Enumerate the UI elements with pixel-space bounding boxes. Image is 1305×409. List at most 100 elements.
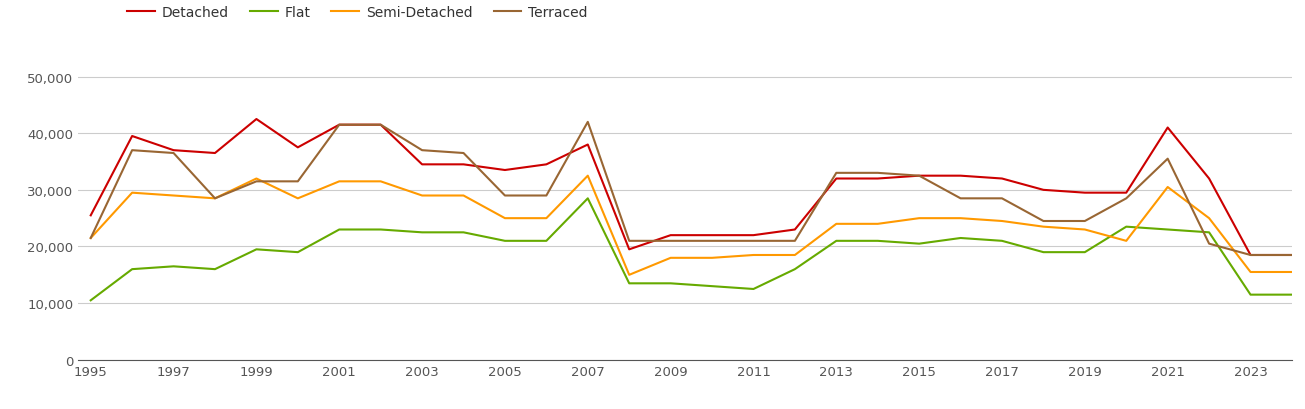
Semi-Detached bbox=[1242, 270, 1258, 275]
Terraced bbox=[1160, 157, 1176, 162]
Semi-Detached bbox=[829, 222, 844, 227]
Flat bbox=[1036, 250, 1052, 255]
Detached bbox=[290, 146, 305, 151]
Detached bbox=[705, 233, 720, 238]
Terraced bbox=[331, 123, 347, 128]
Semi-Detached bbox=[1284, 270, 1300, 275]
Flat bbox=[84, 298, 99, 303]
Semi-Detached bbox=[1202, 216, 1218, 221]
Terraced bbox=[166, 151, 181, 156]
Terraced bbox=[829, 171, 844, 176]
Flat bbox=[663, 281, 679, 286]
Terraced bbox=[621, 239, 637, 244]
Semi-Detached bbox=[290, 196, 305, 201]
Detached bbox=[1036, 188, 1052, 193]
Flat bbox=[787, 267, 803, 272]
Semi-Detached bbox=[1036, 225, 1052, 229]
Detached bbox=[579, 143, 595, 148]
Flat bbox=[290, 250, 305, 255]
Detached bbox=[911, 174, 927, 179]
Flat bbox=[414, 230, 429, 235]
Semi-Detached bbox=[414, 193, 429, 198]
Terraced bbox=[455, 151, 471, 156]
Terraced bbox=[1202, 242, 1218, 247]
Flat bbox=[1160, 227, 1176, 232]
Terraced bbox=[870, 171, 886, 176]
Semi-Detached bbox=[1077, 227, 1092, 232]
Flat bbox=[207, 267, 223, 272]
Detached bbox=[84, 213, 99, 218]
Flat bbox=[455, 230, 471, 235]
Semi-Detached bbox=[663, 256, 679, 261]
Semi-Detached bbox=[497, 216, 513, 221]
Semi-Detached bbox=[705, 256, 720, 261]
Semi-Detached bbox=[1160, 185, 1176, 190]
Terraced bbox=[290, 180, 305, 184]
Terraced bbox=[1284, 253, 1300, 258]
Flat bbox=[1077, 250, 1092, 255]
Semi-Detached bbox=[911, 216, 927, 221]
Terraced bbox=[579, 120, 595, 125]
Semi-Detached bbox=[994, 219, 1010, 224]
Semi-Detached bbox=[579, 174, 595, 179]
Terraced bbox=[207, 196, 223, 201]
Terraced bbox=[248, 180, 264, 184]
Flat bbox=[497, 239, 513, 244]
Terraced bbox=[539, 193, 555, 198]
Detached bbox=[331, 123, 347, 128]
Legend: Detached, Flat, Semi-Detached, Terraced: Detached, Flat, Semi-Detached, Terraced bbox=[121, 0, 594, 25]
Semi-Detached bbox=[166, 193, 181, 198]
Terraced bbox=[663, 239, 679, 244]
Line: Flat: Flat bbox=[91, 199, 1292, 301]
Detached bbox=[1284, 253, 1300, 258]
Terraced bbox=[1077, 219, 1092, 224]
Terraced bbox=[373, 123, 389, 128]
Terraced bbox=[705, 239, 720, 244]
Flat bbox=[953, 236, 968, 241]
Detached bbox=[745, 233, 761, 238]
Flat bbox=[829, 239, 844, 244]
Line: Detached: Detached bbox=[91, 120, 1292, 255]
Terraced bbox=[1242, 253, 1258, 258]
Semi-Detached bbox=[621, 273, 637, 278]
Semi-Detached bbox=[84, 236, 99, 241]
Flat bbox=[705, 284, 720, 289]
Detached bbox=[166, 148, 181, 153]
Terraced bbox=[124, 148, 140, 153]
Semi-Detached bbox=[787, 253, 803, 258]
Detached bbox=[455, 162, 471, 167]
Semi-Detached bbox=[331, 180, 347, 184]
Flat bbox=[621, 281, 637, 286]
Line: Semi-Detached: Semi-Detached bbox=[91, 176, 1292, 275]
Flat bbox=[373, 227, 389, 232]
Flat bbox=[248, 247, 264, 252]
Detached bbox=[994, 177, 1010, 182]
Flat bbox=[1242, 292, 1258, 297]
Semi-Detached bbox=[373, 180, 389, 184]
Detached bbox=[829, 177, 844, 182]
Detached bbox=[1242, 253, 1258, 258]
Semi-Detached bbox=[124, 191, 140, 196]
Flat bbox=[579, 196, 595, 201]
Detached bbox=[1202, 177, 1218, 182]
Terraced bbox=[414, 148, 429, 153]
Detached bbox=[1118, 191, 1134, 196]
Terraced bbox=[787, 239, 803, 244]
Semi-Detached bbox=[745, 253, 761, 258]
Semi-Detached bbox=[870, 222, 886, 227]
Detached bbox=[414, 162, 429, 167]
Detached bbox=[248, 117, 264, 122]
Terraced bbox=[1118, 196, 1134, 201]
Terraced bbox=[745, 239, 761, 244]
Semi-Detached bbox=[455, 193, 471, 198]
Detached bbox=[1077, 191, 1092, 196]
Detached bbox=[953, 174, 968, 179]
Semi-Detached bbox=[953, 216, 968, 221]
Detached bbox=[663, 233, 679, 238]
Detached bbox=[207, 151, 223, 156]
Terraced bbox=[84, 236, 99, 241]
Flat bbox=[166, 264, 181, 269]
Flat bbox=[1284, 292, 1300, 297]
Flat bbox=[911, 242, 927, 247]
Flat bbox=[124, 267, 140, 272]
